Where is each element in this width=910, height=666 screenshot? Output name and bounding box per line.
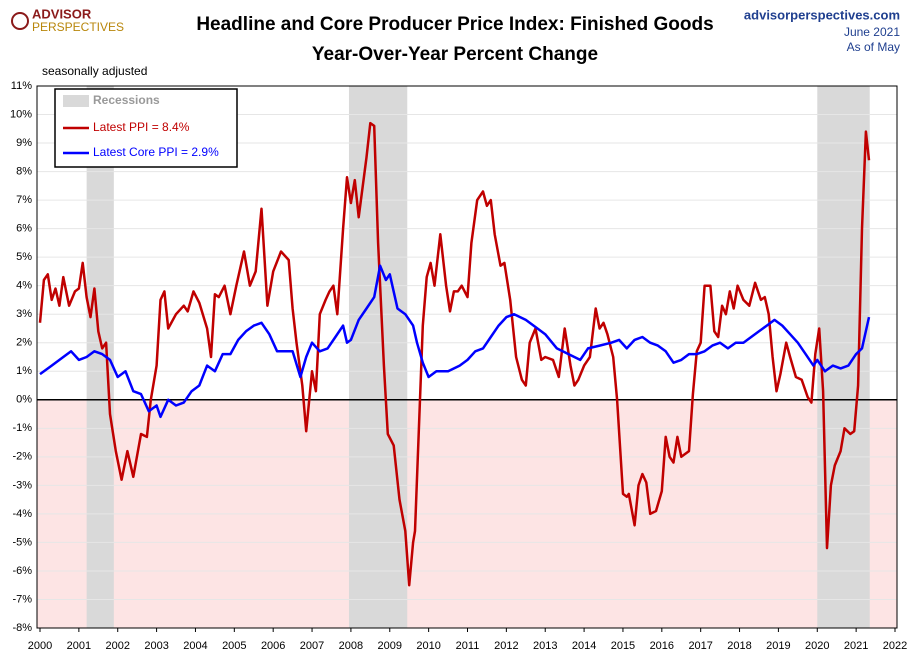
y-tick-label: 11% <box>11 80 32 92</box>
x-tick-label: 2018 <box>727 640 751 652</box>
x-tick-label: 2010 <box>416 640 440 652</box>
chart-subtitle: Year-Over-Year Percent Change <box>312 44 598 65</box>
chart-title: Headline and Core Producer Price Index: … <box>196 14 713 35</box>
y-tick-label: 3% <box>16 308 32 320</box>
x-tick-label: 2011 <box>456 640 480 652</box>
x-tick-label: 2012 <box>494 640 518 652</box>
x-tick-label: 2007 <box>300 640 324 652</box>
y-tick-label: 2% <box>16 337 32 349</box>
x-tick-label: 2022 <box>883 640 907 652</box>
y-tick-label: -7% <box>12 593 32 605</box>
x-tick-label: 2019 <box>766 640 790 652</box>
y-tick-label: -3% <box>12 479 32 491</box>
x-tick-label: 2014 <box>572 640 596 652</box>
logo-text: PERSPECTIVES <box>32 20 124 34</box>
plot-frame <box>36 85 898 629</box>
recession-band <box>348 86 408 628</box>
y-tick-label: 4% <box>16 280 32 292</box>
note: seasonally adjusted <box>42 64 147 78</box>
logo-text: ADVISOR <box>32 6 92 21</box>
source: advisorperspectives.com <box>744 7 900 22</box>
x-tick-label: 2005 <box>222 640 246 652</box>
y-tick-label: -4% <box>12 508 32 520</box>
x-tick-label: 2003 <box>144 640 168 652</box>
x-tick-label: 2004 <box>183 640 207 652</box>
x-tick-label: 2020 <box>805 640 829 652</box>
as-of: As of May <box>847 40 900 54</box>
x-tick-label: 2001 <box>67 640 91 652</box>
x-tick-label: 2006 <box>261 640 285 652</box>
recession-band <box>86 86 114 628</box>
y-tick-label: 0% <box>16 394 32 406</box>
y-tick-label: 5% <box>16 251 32 263</box>
date: June 2021 <box>844 25 900 39</box>
series-line <box>39 264 871 419</box>
logo-icon <box>11 12 29 30</box>
x-tick-label: 2015 <box>611 640 635 652</box>
series-line <box>38 121 871 587</box>
x-tick-label: 2013 <box>533 640 557 652</box>
legend-label: Recessions <box>93 93 160 107</box>
y-tick-label: -5% <box>12 536 32 548</box>
x-tick-label: 2016 <box>650 640 674 652</box>
y-tick-label: 8% <box>16 165 32 177</box>
y-tick-label: 1% <box>16 365 32 377</box>
x-tick-label: 2009 <box>378 640 402 652</box>
y-tick-label: 7% <box>16 194 32 206</box>
y-tick-label: 10% <box>10 108 32 120</box>
x-tick-label: 2021 <box>844 640 868 652</box>
y-tick-label: 9% <box>16 137 32 149</box>
y-tick-label: -2% <box>12 451 32 463</box>
x-tick-label: 2017 <box>688 640 712 652</box>
x-tick-label: 2008 <box>339 640 363 652</box>
x-tick-label: 2002 <box>105 640 129 652</box>
y-tick-label: -6% <box>12 565 32 577</box>
recession-band <box>817 86 870 628</box>
x-tick-label: 2000 <box>28 640 52 652</box>
y-tick-label: -1% <box>12 422 32 434</box>
y-tick-label: -8% <box>12 622 32 634</box>
y-tick-label: 6% <box>16 223 32 235</box>
legend-label: Latest PPI = 8.4% <box>93 120 190 134</box>
legend-label: Latest Core PPI = 2.9% <box>93 145 219 159</box>
legend-swatch <box>63 95 89 107</box>
